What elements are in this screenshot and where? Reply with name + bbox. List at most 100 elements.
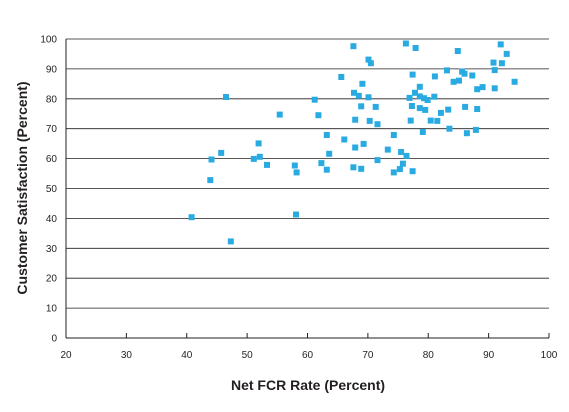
data-point — [264, 161, 270, 168]
data-point — [408, 103, 415, 109]
data-point — [446, 125, 453, 132]
data-point — [406, 94, 413, 101]
y-tick-label: 40 — [46, 214, 58, 225]
data-point — [255, 140, 262, 147]
data-point — [407, 117, 414, 124]
data-point — [390, 132, 397, 138]
y-tick-label: 10 — [46, 304, 58, 315]
data-point — [390, 169, 397, 176]
data-point — [351, 89, 357, 96]
data-point — [358, 103, 365, 110]
data-point — [503, 50, 510, 57]
data-point — [427, 117, 434, 124]
y-tick-label: 70 — [46, 124, 58, 135]
data-point — [402, 40, 409, 47]
data-point — [326, 150, 333, 157]
data-point — [323, 132, 330, 138]
data-point — [315, 112, 322, 119]
data-point — [218, 149, 225, 156]
data-point — [250, 155, 257, 162]
y-tick-label: 50 — [46, 184, 58, 195]
data-point — [416, 83, 423, 90]
data-point — [207, 177, 214, 184]
data-point — [479, 84, 486, 91]
data-points — [188, 40, 518, 245]
y-tick-label: 80 — [46, 94, 58, 105]
data-point — [208, 156, 215, 163]
gridlines — [66, 38, 549, 309]
data-point — [422, 106, 429, 113]
data-point — [412, 45, 419, 51]
x-ticks: 20 30 40 50 60 70 80 90 100 — [60, 333, 558, 361]
x-tick-label: 30 — [121, 350, 133, 361]
x-tick-label: 70 — [362, 350, 374, 361]
data-point — [367, 60, 374, 67]
data-point — [396, 166, 403, 173]
data-point — [412, 89, 418, 96]
data-point — [366, 117, 373, 124]
data-point — [372, 103, 379, 110]
data-point — [365, 56, 372, 63]
data-point — [276, 111, 283, 118]
x-tick-label: 50 — [242, 350, 254, 361]
data-point — [416, 93, 423, 100]
data-point — [403, 152, 410, 159]
data-point — [456, 77, 462, 84]
x-tick-label: 20 — [60, 350, 72, 361]
x-tick-label: 60 — [302, 350, 314, 361]
data-point — [352, 144, 359, 151]
data-point — [358, 165, 365, 172]
data-point — [409, 71, 416, 78]
data-point — [472, 126, 479, 133]
data-point — [338, 74, 345, 80]
data-point — [421, 95, 427, 102]
x-axis-title: Net FCR Rate (Percent) — [231, 377, 385, 393]
data-point — [399, 160, 406, 167]
x-tick-label: 80 — [423, 350, 435, 361]
x-tick-label: 100 — [541, 350, 558, 361]
data-point — [424, 97, 431, 103]
y-tick-label: 90 — [46, 64, 58, 75]
data-point — [491, 67, 498, 74]
data-point — [350, 43, 357, 50]
data-point — [374, 157, 381, 164]
data-point — [469, 72, 476, 79]
data-point — [188, 214, 195, 221]
data-point — [355, 92, 362, 99]
data-point — [445, 106, 452, 113]
y-axis-title: Customer Satisfaction (Percent) — [14, 81, 30, 294]
data-point — [293, 211, 299, 218]
data-point — [341, 136, 348, 143]
data-point — [318, 160, 325, 167]
data-point — [409, 168, 416, 175]
data-point — [498, 60, 505, 67]
data-point — [454, 48, 461, 54]
data-point — [497, 41, 504, 48]
y-ticks: 0 10 20 30 40 50 60 70 80 90 100 — [40, 35, 57, 345]
data-point — [416, 105, 423, 112]
data-point — [462, 103, 469, 110]
data-point — [350, 164, 357, 171]
y-tick-label: 0 — [51, 334, 57, 345]
y-tick-label: 60 — [46, 154, 58, 165]
data-point — [474, 106, 481, 112]
data-point — [384, 146, 391, 153]
data-point — [463, 130, 470, 137]
data-point — [419, 129, 426, 135]
data-point — [223, 94, 229, 100]
data-point — [323, 166, 330, 173]
data-point — [431, 73, 438, 80]
data-point — [490, 59, 497, 66]
data-point — [311, 96, 318, 103]
data-point — [360, 140, 367, 147]
x-tick-label: 90 — [483, 350, 495, 361]
data-point — [431, 93, 438, 100]
data-point — [352, 116, 359, 123]
data-point — [365, 94, 372, 101]
y-tick-label: 20 — [46, 274, 58, 285]
data-point — [256, 153, 263, 160]
y-tick-label: 100 — [40, 35, 57, 46]
data-point — [434, 117, 441, 124]
x-tick-label: 40 — [181, 350, 193, 361]
